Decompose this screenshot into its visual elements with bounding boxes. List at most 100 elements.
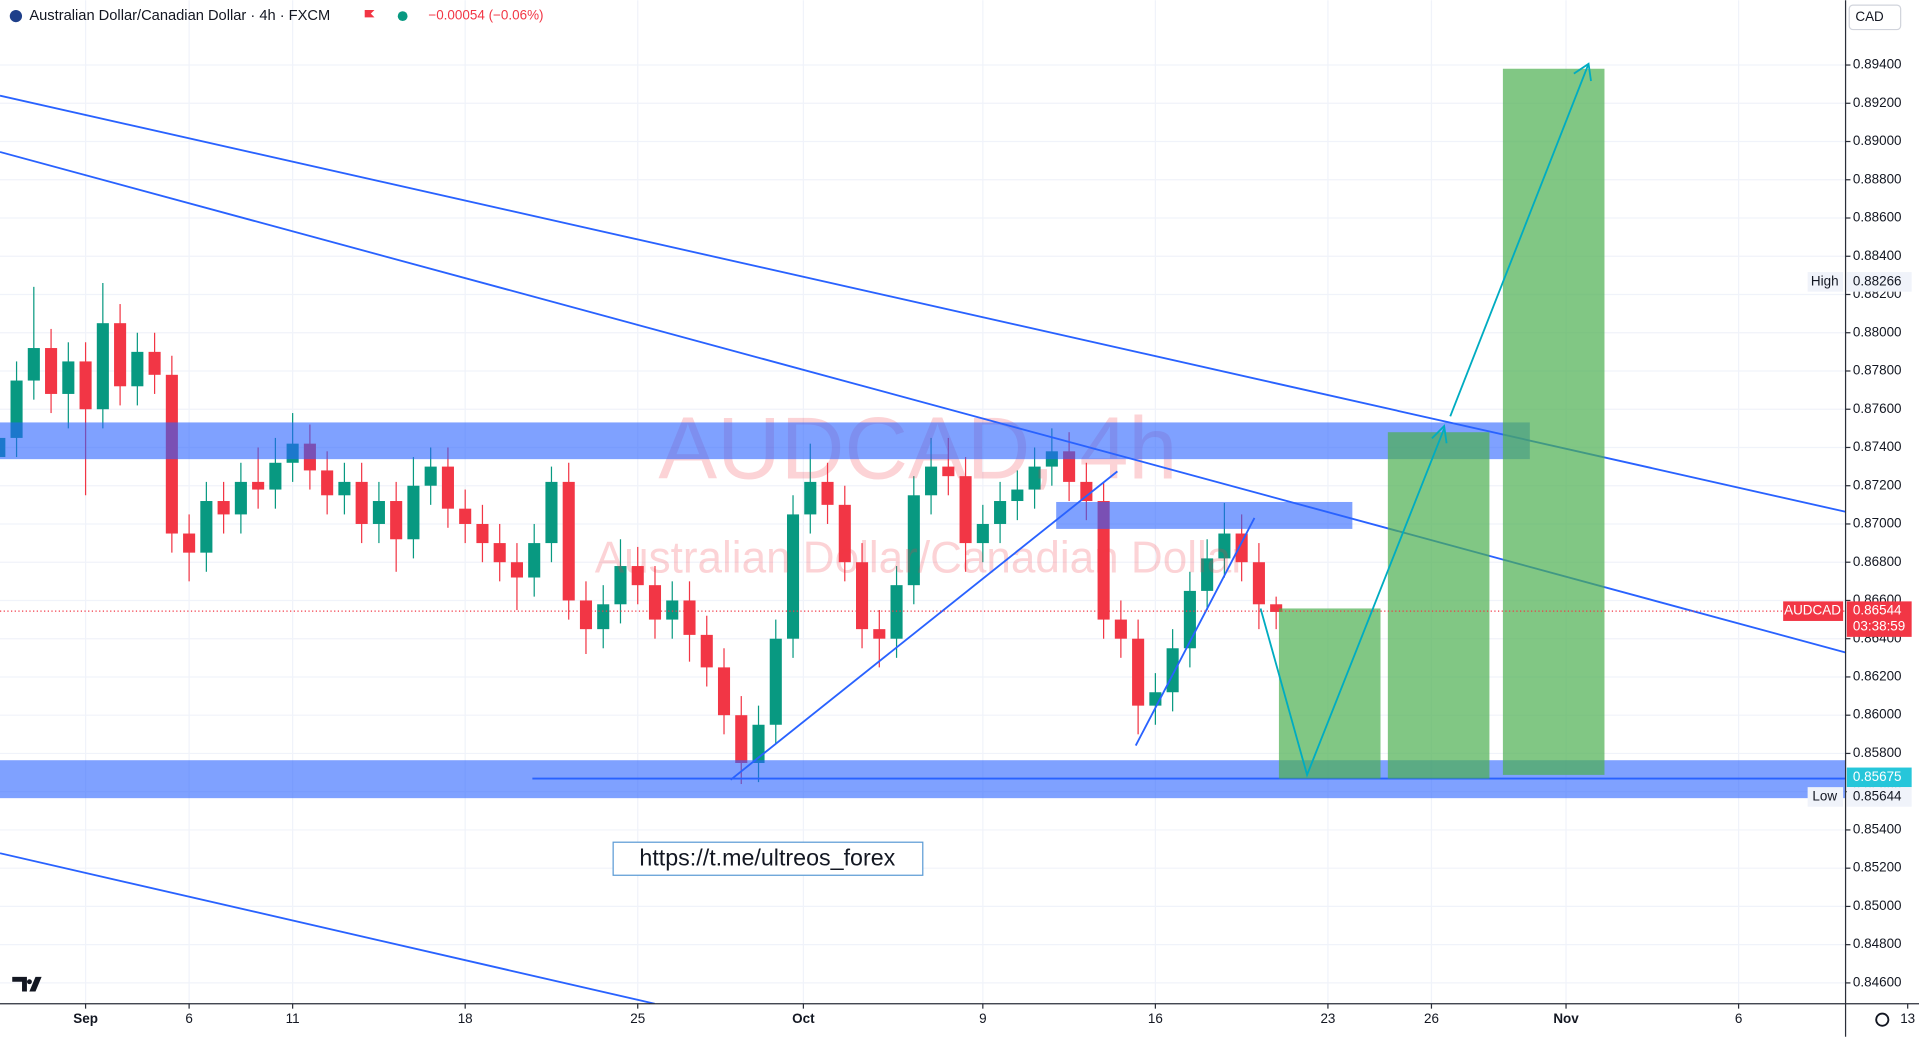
y-tick-label: 0.89200 bbox=[1853, 95, 1902, 110]
price-label-name: Low bbox=[1812, 788, 1837, 803]
target-box[interactable] bbox=[1387, 432, 1490, 779]
logo bbox=[12, 976, 42, 992]
candle-body bbox=[390, 501, 403, 540]
price-change: −0.00054 (−0.06%) bbox=[428, 8, 543, 23]
candle-body bbox=[804, 481, 817, 515]
candle-body bbox=[528, 543, 541, 578]
trend-line[interactable] bbox=[730, 470, 1118, 781]
price-label-value: 0.86544 bbox=[1853, 603, 1902, 618]
candle-body bbox=[717, 667, 731, 716]
candle-body bbox=[234, 481, 247, 515]
x-tick-label: 18 bbox=[458, 1011, 473, 1026]
candle-body bbox=[666, 600, 679, 620]
x-tick-label: Oct bbox=[792, 1011, 815, 1026]
arrow-head bbox=[1573, 62, 1592, 82]
price-label-box bbox=[1846, 787, 1912, 807]
candle-body bbox=[1097, 501, 1110, 620]
candle-body bbox=[1218, 533, 1231, 559]
price-axis bbox=[1845, 0, 1919, 1037]
target-box[interactable] bbox=[1278, 608, 1381, 779]
y-tick-label: 0.87000 bbox=[1853, 516, 1902, 531]
candle-body bbox=[873, 629, 886, 639]
settings-icon[interactable] bbox=[1875, 1012, 1890, 1027]
y-tick-label: 0.86200 bbox=[1853, 669, 1902, 684]
candle-body bbox=[1080, 481, 1093, 502]
candle-body bbox=[752, 724, 765, 764]
candle-body bbox=[1011, 489, 1024, 502]
candle-body bbox=[1252, 562, 1265, 605]
flag-icon bbox=[9, 9, 23, 23]
candle-body bbox=[769, 638, 782, 725]
candle-body bbox=[856, 562, 869, 630]
candle-body bbox=[976, 523, 989, 544]
candle-body bbox=[579, 600, 593, 630]
watermark-description: Australian Dollar/Canadian Dollar bbox=[595, 533, 1246, 582]
candle-body bbox=[1132, 638, 1145, 706]
projection-path[interactable] bbox=[1259, 428, 1445, 778]
x-tick-label: 11 bbox=[286, 1011, 300, 1026]
y-tick-label: 0.87800 bbox=[1853, 363, 1902, 378]
x-tick-label: 9 bbox=[979, 1011, 986, 1026]
price-label-box bbox=[1846, 767, 1912, 788]
link-box[interactable] bbox=[612, 841, 924, 876]
price-label-name-box bbox=[1807, 787, 1844, 807]
candle-body bbox=[321, 470, 334, 496]
candle-body bbox=[1028, 466, 1041, 490]
drawings: https://t.me/ultreos_forex bbox=[0, 62, 1846, 1005]
trend-line[interactable] bbox=[0, 852, 655, 1005]
candle-body bbox=[79, 361, 92, 410]
flag-marker bbox=[364, 9, 375, 18]
candle-body bbox=[562, 481, 575, 601]
x-tick-label: 13 bbox=[1900, 1011, 1915, 1026]
candle-body bbox=[700, 634, 713, 668]
price-label-name: High bbox=[1811, 273, 1839, 288]
candle-body bbox=[597, 604, 610, 630]
x-tick-label: 6 bbox=[185, 1011, 192, 1026]
price-label-name: AUDCAD bbox=[1784, 603, 1841, 618]
candle-body bbox=[131, 351, 144, 387]
supply-zone[interactable] bbox=[1056, 501, 1353, 529]
y-tick-label: 0.85800 bbox=[1853, 745, 1902, 760]
candle-body bbox=[631, 566, 644, 586]
y-tick-label: 0.86000 bbox=[1853, 707, 1902, 722]
currency[interactable]: CAD bbox=[1855, 9, 1884, 24]
candle-body bbox=[441, 466, 454, 509]
x-tick-label: 6 bbox=[1735, 1011, 1742, 1026]
y-tick-label: 0.84800 bbox=[1853, 936, 1902, 951]
candle-body bbox=[838, 504, 851, 563]
candle-body bbox=[994, 501, 1007, 524]
candle-body bbox=[493, 543, 506, 563]
y-tick-label: 0.88000 bbox=[1853, 324, 1902, 339]
resistance-zone[interactable] bbox=[0, 422, 1530, 460]
candle-body bbox=[148, 351, 161, 375]
price-label-countdown: 03:38:59 bbox=[1853, 619, 1905, 634]
candle-body bbox=[114, 323, 127, 387]
candle-body bbox=[648, 585, 662, 620]
candle-body bbox=[942, 466, 955, 477]
candle-body bbox=[1166, 648, 1179, 693]
price-label-name-box bbox=[1783, 601, 1844, 621]
candle-body bbox=[1235, 533, 1248, 563]
trend-line[interactable] bbox=[1134, 517, 1256, 746]
y-tick-label: 0.86800 bbox=[1853, 554, 1902, 569]
target-box[interactable] bbox=[1502, 68, 1605, 775]
candle-body bbox=[217, 501, 230, 515]
candle-body bbox=[1183, 590, 1196, 649]
x-tick-label: Sep bbox=[73, 1011, 98, 1026]
y-tick-label: 0.87600 bbox=[1853, 401, 1902, 416]
candle-body bbox=[62, 361, 75, 394]
candle-body bbox=[183, 533, 196, 553]
currency-button[interactable] bbox=[1848, 4, 1902, 31]
symbol-title: Australian Dollar/Canadian Dollar · 4h ·… bbox=[29, 8, 330, 24]
x-tick-label: 23 bbox=[1320, 1011, 1335, 1026]
candle-body bbox=[424, 466, 437, 486]
candle-body bbox=[1114, 619, 1127, 639]
y-tick-label: 0.88800 bbox=[1853, 171, 1902, 186]
candle-body bbox=[786, 514, 800, 639]
projection-path[interactable] bbox=[1449, 63, 1590, 417]
link-text[interactable]: https://t.me/ultreos_forex bbox=[639, 844, 895, 870]
candle-body bbox=[338, 481, 351, 496]
candle-body bbox=[510, 562, 523, 578]
candle-body bbox=[545, 481, 558, 544]
